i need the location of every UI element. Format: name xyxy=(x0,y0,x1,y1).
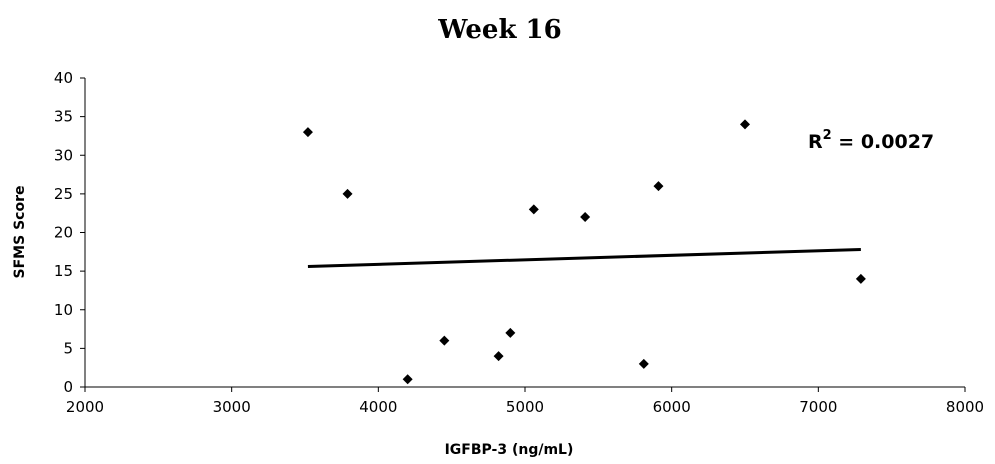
y-tick-label: 25 xyxy=(54,185,73,203)
data-point xyxy=(505,327,516,338)
trendline-group xyxy=(307,247,861,268)
data-point xyxy=(855,273,866,284)
y-tick-label: 10 xyxy=(54,301,73,319)
y-tick-label: 40 xyxy=(54,69,73,87)
y-axis-label: SFMS Score xyxy=(12,186,28,279)
x-tick-label: 4000 xyxy=(359,398,397,416)
y-tick-label: 35 xyxy=(54,108,73,126)
trendline xyxy=(307,247,861,268)
data-point xyxy=(493,351,504,362)
y-tick-label: 0 xyxy=(63,378,73,396)
y-tick-label: 15 xyxy=(54,262,73,280)
x-tick-label: 6000 xyxy=(653,398,691,416)
x-tick-label: 3000 xyxy=(213,398,251,416)
y-tick-label: 5 xyxy=(63,339,73,357)
x-tick-label: 7000 xyxy=(799,398,837,416)
r-squared-annotation: R2 = 0.0027 xyxy=(808,128,934,153)
data-point xyxy=(638,358,649,369)
data-point xyxy=(740,119,750,130)
data-point xyxy=(342,188,353,199)
y-axis: 0 5 10 15 20 25 30 35 40 xyxy=(54,69,86,396)
y-tick-label: 30 xyxy=(54,146,73,164)
data-points xyxy=(302,119,866,385)
r-squared-prefix: R xyxy=(808,131,823,153)
r-squared-superscript: 2 xyxy=(823,128,832,143)
data-point xyxy=(580,212,591,223)
x-tick-label: 2000 xyxy=(66,398,104,416)
data-point xyxy=(528,204,539,215)
x-tick-label: 8000 xyxy=(946,398,984,416)
x-axis-label: IGFBP-3 (ng/mL) xyxy=(445,442,574,458)
r-squared-value: = 0.0027 xyxy=(832,131,934,153)
data-point xyxy=(653,181,664,192)
data-point xyxy=(302,127,313,138)
y-tick-label: 20 xyxy=(54,224,73,242)
chart-title: Week 16 xyxy=(437,15,561,45)
data-point xyxy=(439,335,450,346)
x-tick-label: 5000 xyxy=(506,398,544,416)
data-point xyxy=(402,374,413,385)
x-axis: 2000 3000 4000 5000 6000 7000 8000 xyxy=(66,386,984,416)
